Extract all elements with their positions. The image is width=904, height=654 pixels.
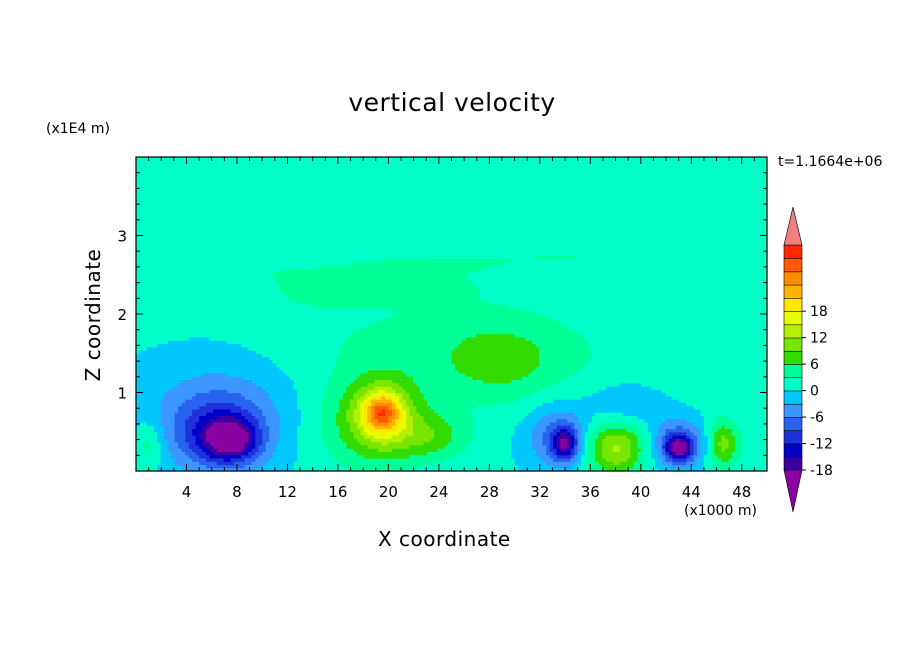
velocity-field bbox=[136, 157, 768, 472]
